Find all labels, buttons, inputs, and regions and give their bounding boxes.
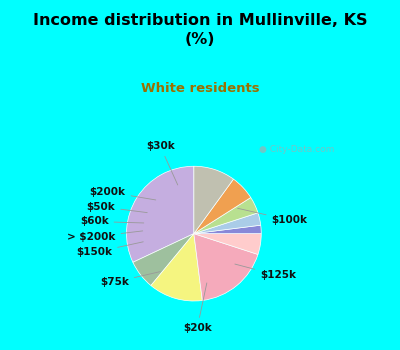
Wedge shape — [194, 225, 261, 234]
Text: $60k: $60k — [80, 217, 144, 226]
Wedge shape — [194, 234, 258, 300]
Text: $30k: $30k — [146, 141, 178, 185]
Text: $100k: $100k — [238, 208, 308, 225]
Wedge shape — [194, 179, 251, 234]
Text: White residents: White residents — [141, 82, 259, 95]
Wedge shape — [194, 166, 234, 234]
Text: $150k: $150k — [76, 242, 143, 258]
Text: $75k: $75k — [100, 272, 160, 287]
Text: > $200k: > $200k — [67, 231, 143, 242]
Wedge shape — [194, 233, 261, 254]
Text: $50k: $50k — [86, 202, 147, 212]
Text: ● City-Data.com: ● City-Data.com — [259, 145, 335, 154]
Wedge shape — [151, 234, 202, 301]
Text: $20k: $20k — [183, 283, 212, 333]
Text: $200k: $200k — [90, 187, 156, 200]
Wedge shape — [126, 166, 194, 262]
Wedge shape — [194, 213, 261, 234]
Text: $125k: $125k — [235, 264, 296, 280]
Wedge shape — [133, 234, 194, 286]
Text: Income distribution in Mullinville, KS
(%): Income distribution in Mullinville, KS (… — [33, 13, 367, 47]
Wedge shape — [194, 197, 258, 234]
